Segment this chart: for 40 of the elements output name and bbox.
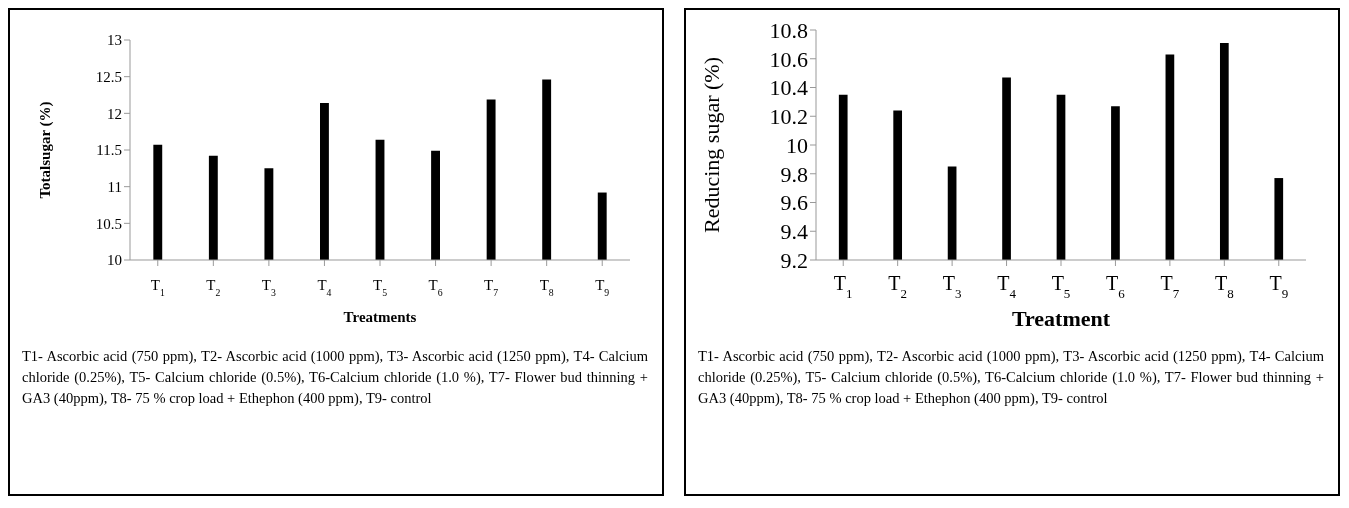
y-tick-label: 9.8 [780, 161, 808, 187]
y-axis-title: Totalsugar (%) [37, 101, 55, 199]
x-tick-label: T$_{7}$ [484, 277, 499, 298]
y-tick-label: 11 [107, 178, 122, 195]
x-tick-label: T$_{8}$ [539, 277, 554, 298]
x-tick-label: T$_{4}$ [317, 277, 332, 298]
y-tick-label: 10.2 [769, 104, 808, 130]
y-tick-label: 9.2 [780, 247, 808, 273]
x-tick-label: T$_{4}$ [997, 272, 1017, 301]
x-tick-label: T$_{3}$ [261, 277, 277, 298]
x-tick-label: T$_{5}$ [1051, 272, 1071, 301]
x-axis-title: Treatment [1011, 306, 1111, 331]
x-tick-label: T$_{9}$ [595, 277, 610, 298]
y-tick-label: 10.4 [769, 75, 808, 101]
x-tick-label: T$_{2}$ [888, 272, 908, 301]
x-tick-label: T$_{3}$ [942, 272, 962, 301]
y-tick-label: 12 [107, 105, 122, 122]
x-tick-label: T$_{1}$ [150, 277, 165, 298]
y-tick-label: 10 [786, 132, 808, 158]
y-axis-title: Reducing sugar (%) [698, 57, 724, 233]
x-tick-label: T$_{9}$ [1269, 272, 1289, 301]
y-tick-label: 12.5 [95, 68, 122, 85]
x-tick-label: T$_{6}$ [428, 277, 443, 298]
y-tick-label: 9.6 [780, 190, 808, 216]
x-tick-label: T$_{6}$ [1106, 272, 1126, 301]
y-tick-label: 10 [107, 252, 122, 269]
y-tick-label: 10.5 [95, 215, 122, 232]
text: T1- Ascorbic acid (750 ppm), T2- Ascorbic acid (1000 ppm), T3- Ascorbic acid (1250 ppm), T4- Calcium chloride (0.25%), T5- Calcium chloride (0.5%), T6-Calcium chloride (1.0 %), T7- Flower bud thinning + GA3 (40ppm), T8- 75 % crop load + Ethephon (400 ppm), T9- control [697, 347, 1325, 408]
y-tick-label: 10.6 [769, 46, 808, 72]
x-tick-label: T$_{5}$ [372, 277, 388, 298]
x-tick-label: T$_{7}$ [1160, 272, 1180, 301]
x-tick-label: T$_{1}$ [833, 272, 853, 301]
x-axis-title: Treatments [343, 309, 417, 325]
x-tick-label: T$_{8}$ [1214, 272, 1234, 301]
y-tick-label: 13 [107, 32, 122, 49]
x-tick-label: T$_{2}$ [206, 277, 221, 298]
y-tick-label: 9.4 [780, 219, 808, 245]
y-tick-label: 10.8 [769, 17, 808, 43]
y-tick-label: 11.5 [96, 142, 122, 159]
text: T1- Ascorbic acid (750 ppm), T2- Ascorbic acid (1000 ppm), T3- Ascorbic acid (1250 ppm), T4- Calcium chloride (0.25%), T5- Calcium chloride (0.5%), T6-Calcium chloride (1.0 %), T7- Flower bud thinning + GA3 (40ppm), T8- 75 % crop load + Ethephon (400 ppm), T9- control [21, 347, 649, 408]
